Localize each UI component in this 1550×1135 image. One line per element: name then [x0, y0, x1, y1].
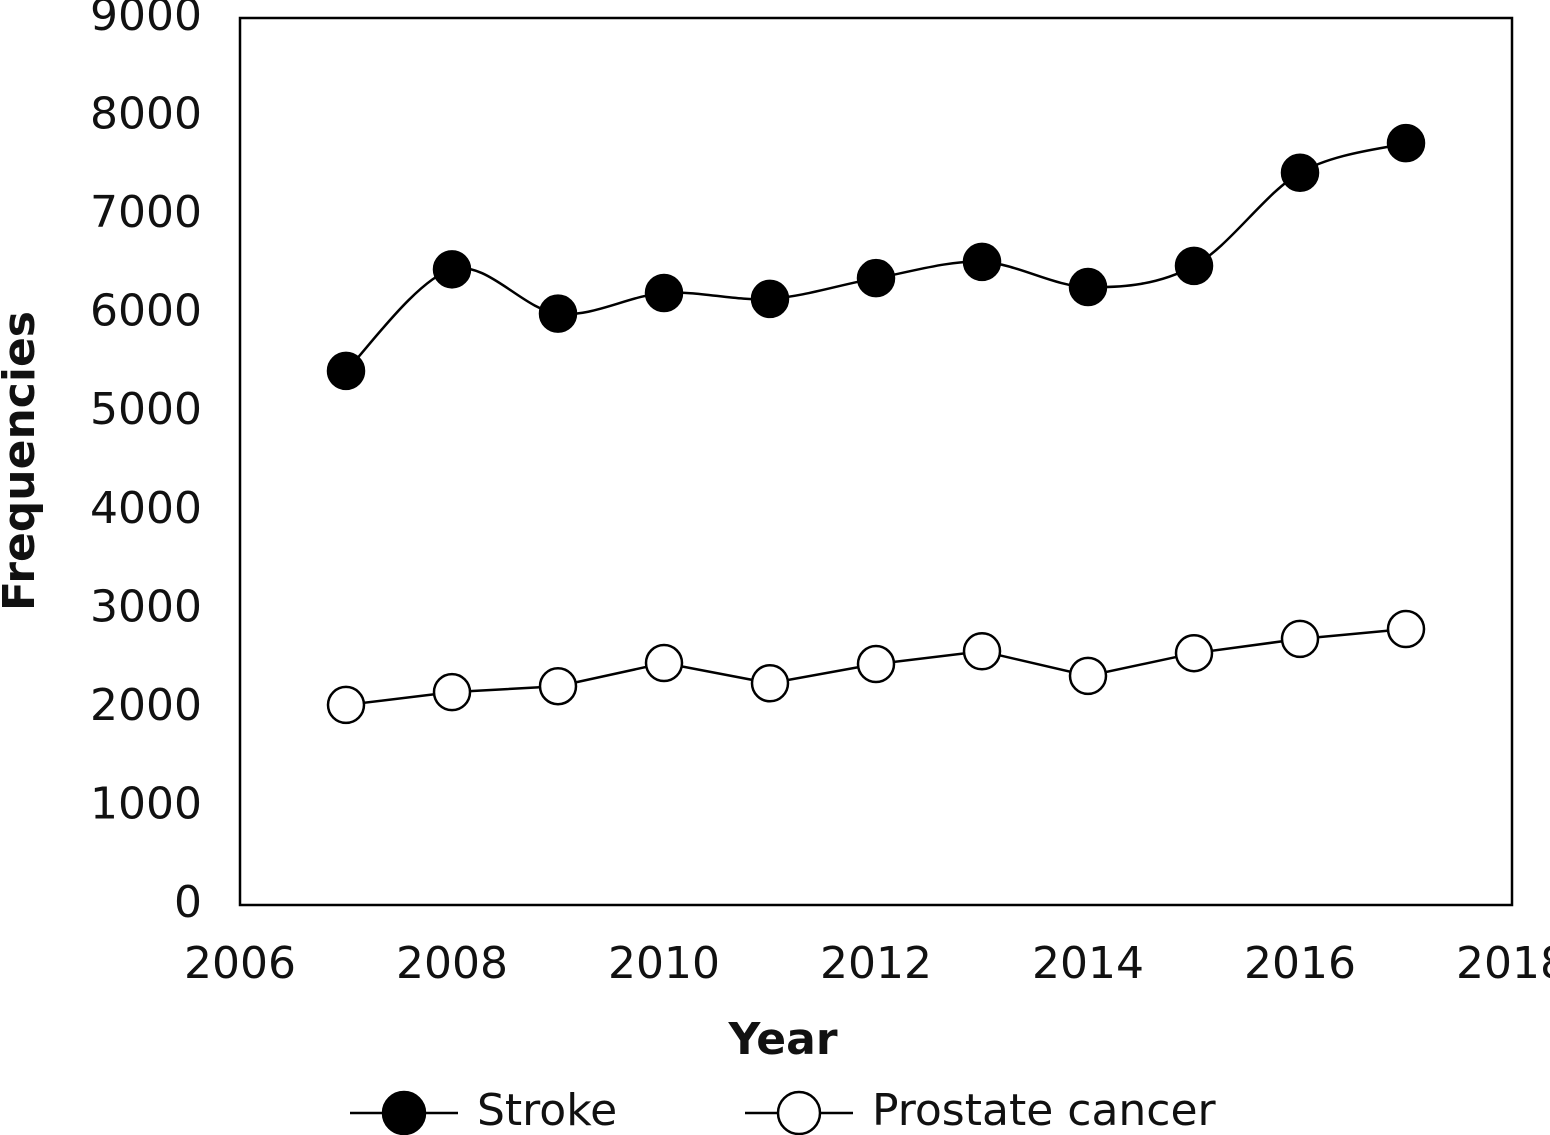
x-tick-label: 2008 — [396, 938, 508, 989]
point — [856, 644, 896, 684]
x-tick-label: 2006 — [184, 938, 296, 989]
point — [1174, 633, 1214, 673]
y-tick-label: 8000 — [90, 89, 202, 140]
point — [644, 643, 684, 683]
point — [644, 273, 684, 313]
y-tick-label: 9000 — [90, 0, 202, 41]
point — [750, 664, 790, 703]
y-tick-label: 6000 — [90, 286, 202, 337]
legend-marker — [776, 1090, 822, 1135]
y-axis-label: Frequencies — [0, 311, 45, 611]
point — [326, 685, 366, 725]
point — [538, 666, 578, 706]
legend-label: Stroke — [477, 1085, 617, 1135]
x-tick-label: 2018 — [1456, 938, 1550, 989]
point — [750, 279, 790, 319]
point — [962, 631, 1002, 671]
x-axis-label: Year — [727, 1014, 837, 1065]
point — [432, 250, 472, 289]
y-tick-label: 3000 — [90, 581, 202, 632]
plot-frame — [238, 16, 1514, 907]
y-tick-label: 0 — [174, 877, 202, 928]
point — [1068, 267, 1108, 307]
point — [1280, 153, 1320, 192]
y-tick-label: 2000 — [90, 680, 202, 731]
x-tick-label: 2016 — [1244, 938, 1356, 989]
line — [345, 141, 1407, 372]
y-tick-label: 4000 — [90, 483, 202, 534]
x-tick-label: 2014 — [1032, 938, 1144, 989]
point — [432, 672, 472, 712]
point — [538, 294, 578, 333]
x-tick-label: 2012 — [820, 938, 932, 989]
point — [1386, 609, 1426, 649]
y-tick-label: 7000 — [90, 187, 202, 238]
legend-label: Prostate cancer — [872, 1085, 1217, 1135]
point — [962, 242, 1002, 282]
point — [326, 351, 366, 391]
x-tick-label: 2010 — [608, 938, 720, 989]
y-tick-label: 1000 — [90, 778, 202, 829]
y-tick-label: 5000 — [90, 384, 202, 435]
legend-marker — [381, 1090, 427, 1135]
point — [1386, 123, 1426, 163]
point — [1068, 656, 1108, 696]
point — [856, 258, 896, 298]
point — [1174, 246, 1214, 286]
point — [1280, 619, 1320, 659]
